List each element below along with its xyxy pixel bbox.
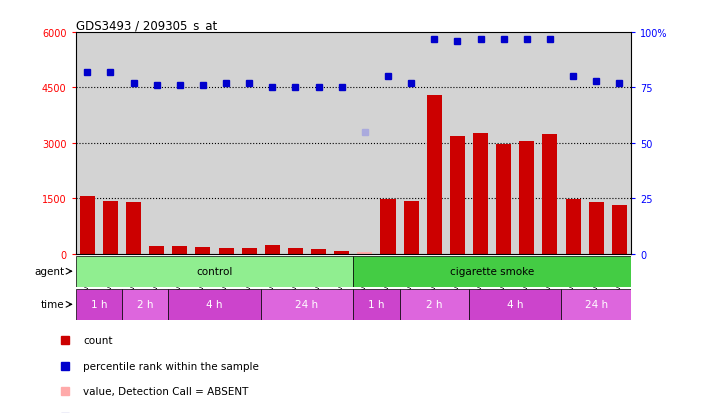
Bar — [404, 202, 419, 254]
Bar — [242, 249, 257, 254]
Bar — [588, 203, 603, 254]
Bar — [353, 256, 631, 287]
Text: agent: agent — [34, 266, 64, 277]
Bar — [496, 144, 511, 254]
Bar — [103, 201, 118, 254]
Text: time: time — [40, 299, 64, 310]
Bar — [288, 248, 303, 254]
Bar — [469, 289, 562, 320]
Bar — [76, 289, 122, 320]
Bar — [261, 289, 353, 320]
Text: rank, Detection Call = ABSENT: rank, Detection Call = ABSENT — [83, 412, 243, 413]
Text: 24 h: 24 h — [585, 299, 608, 310]
Bar — [612, 206, 627, 254]
Text: cigarette smoke: cigarette smoke — [450, 266, 534, 277]
Text: count: count — [83, 335, 112, 345]
Bar — [381, 199, 396, 254]
Bar — [335, 252, 349, 254]
Text: control: control — [196, 266, 233, 277]
Bar — [450, 137, 465, 254]
Bar — [427, 96, 442, 254]
Bar — [399, 289, 469, 320]
Bar — [149, 246, 164, 254]
Text: 2 h: 2 h — [137, 299, 154, 310]
Bar — [519, 141, 534, 254]
Bar — [473, 133, 488, 254]
Bar — [76, 256, 353, 287]
Bar — [195, 247, 211, 254]
Bar — [126, 202, 141, 254]
Bar — [218, 249, 234, 254]
Text: 24 h: 24 h — [296, 299, 319, 310]
Text: GDS3493 / 209305_s_at: GDS3493 / 209305_s_at — [76, 19, 217, 32]
Bar — [265, 245, 280, 254]
Text: 4 h: 4 h — [206, 299, 223, 310]
Bar — [80, 197, 94, 254]
Bar — [562, 289, 631, 320]
Text: percentile rank within the sample: percentile rank within the sample — [83, 361, 259, 371]
Text: 1 h: 1 h — [91, 299, 107, 310]
Text: 4 h: 4 h — [507, 299, 523, 310]
Bar — [168, 289, 261, 320]
Text: 1 h: 1 h — [368, 299, 385, 310]
Text: value, Detection Call = ABSENT: value, Detection Call = ABSENT — [83, 386, 248, 396]
Bar — [358, 252, 372, 254]
Bar — [311, 250, 326, 254]
Bar — [565, 199, 580, 254]
Bar — [172, 247, 187, 254]
Text: 2 h: 2 h — [426, 299, 443, 310]
Bar — [542, 135, 557, 254]
Bar — [353, 289, 399, 320]
Bar — [122, 289, 168, 320]
